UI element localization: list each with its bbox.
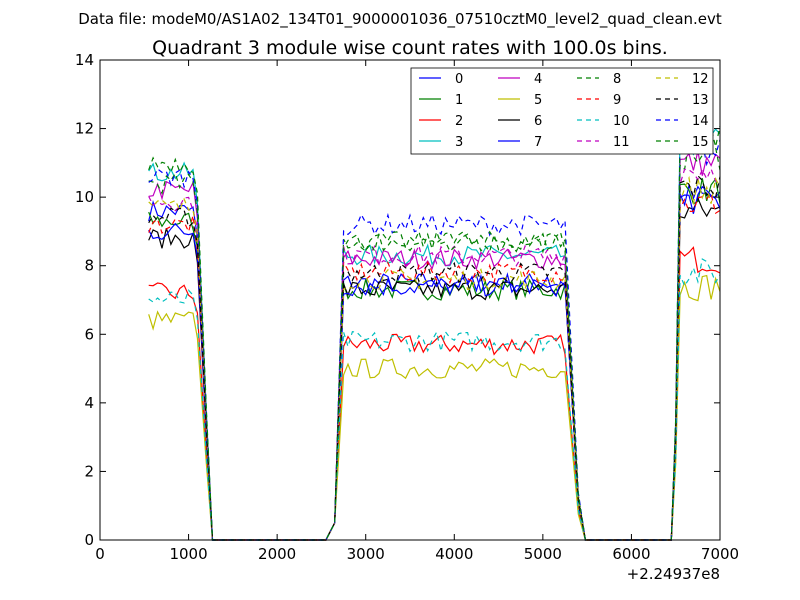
series-line-5	[148, 274, 721, 541]
legend-label-10: 10	[613, 114, 630, 129]
y-tick-label: 4	[84, 394, 94, 412]
legend-label-0: 0	[455, 72, 463, 87]
x-tick-label: 1000	[169, 545, 207, 563]
axes-frame	[99, 59, 721, 541]
legend-label-2: 2	[455, 114, 463, 129]
legend-box	[410, 67, 714, 155]
x-tick-label: 7000	[701, 545, 739, 563]
series-line-15	[148, 126, 721, 541]
x-tick-label: 2000	[258, 545, 296, 563]
x-tick-label: 5000	[524, 545, 562, 563]
x-tick-label: 0	[95, 545, 105, 563]
legend-label-4: 4	[534, 72, 542, 87]
chart-suptitle: Data file: modeM0/AS1A02_134T01_90000010…	[78, 10, 722, 29]
legend-label-7: 7	[534, 135, 542, 150]
series-line-1	[148, 177, 721, 541]
series-line-11	[148, 167, 721, 541]
y-tick-label: 10	[75, 188, 94, 206]
series-line-7	[148, 185, 721, 541]
x-axis-offset-label: +2.24937e8	[627, 565, 720, 583]
x-tick-label: 6000	[612, 545, 650, 563]
series-line-9	[148, 192, 721, 541]
x-tick-label: 3000	[347, 545, 385, 563]
series-line-14	[148, 137, 721, 541]
series-line-0	[148, 183, 721, 541]
legend-label-6: 6	[534, 114, 542, 129]
series-line-2	[148, 246, 721, 541]
legend-label-11: 11	[613, 135, 630, 150]
legend-label-13: 13	[692, 93, 709, 108]
y-tick-label: 6	[84, 325, 94, 343]
series-line-3	[148, 127, 721, 541]
y-tick-label: 8	[84, 257, 94, 275]
y-tick-label: 12	[75, 120, 94, 138]
legend-label-3: 3	[455, 135, 463, 150]
y-tick-label: 0	[84, 531, 94, 549]
x-tick-label: 4000	[435, 545, 473, 563]
legend-label-5: 5	[534, 93, 542, 108]
series-line-4	[148, 151, 721, 541]
legend-label-1: 1	[455, 93, 463, 108]
y-tick-label: 2	[84, 462, 94, 480]
legend-label-9: 9	[613, 93, 621, 108]
chart-title: Quadrant 3 module wise count rates with …	[152, 37, 668, 59]
y-tick-label: 14	[75, 51, 94, 69]
legend-label-12: 12	[692, 72, 709, 87]
legend-label-8: 8	[613, 72, 621, 87]
series-line-12	[148, 175, 721, 541]
series-line-10	[148, 258, 721, 541]
legend-label-14: 14	[692, 114, 709, 129]
legend-label-15: 15	[692, 135, 709, 150]
series-line-6	[148, 196, 721, 541]
series-line-13	[148, 174, 721, 541]
plot-area: 0 1000 2000 3000 4000 5000 6000 700002468101214…	[75, 51, 739, 563]
